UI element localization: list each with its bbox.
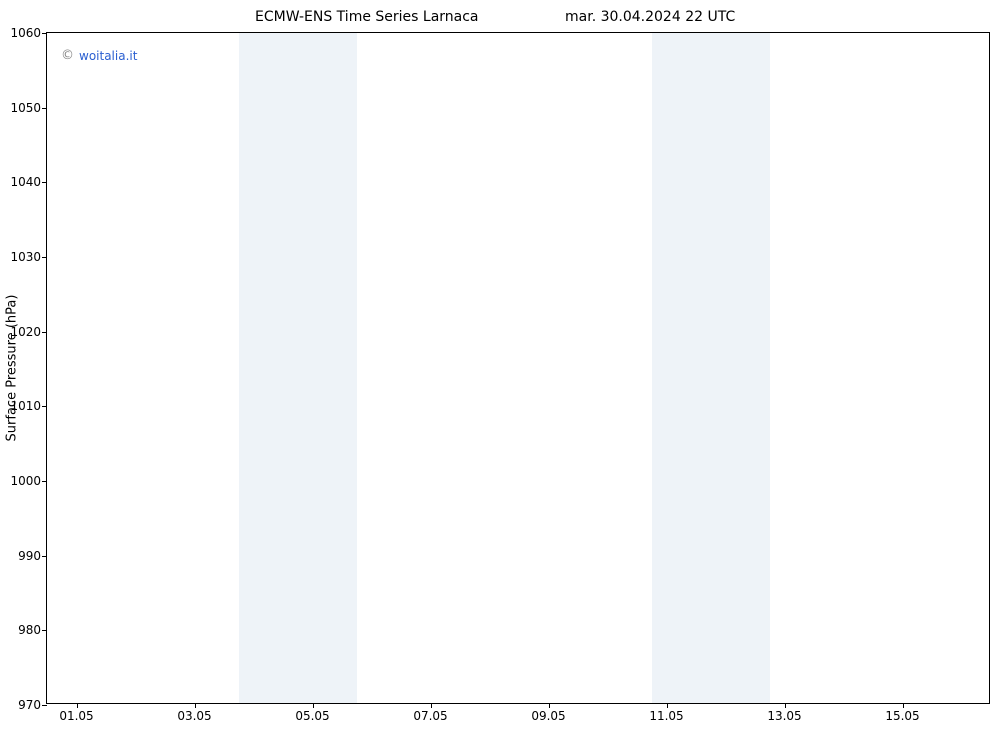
- watermark-text: woitalia.it: [79, 49, 137, 63]
- weekend-band: [239, 33, 357, 703]
- y-tick-mark: [42, 332, 47, 333]
- x-tick-mark: [77, 703, 78, 708]
- plot-area: © woitalia.it 97098099010001010102010301…: [46, 32, 990, 704]
- copyright-icon: ©: [61, 48, 74, 63]
- x-tick-mark: [431, 703, 432, 708]
- x-tick-mark: [785, 703, 786, 708]
- y-tick-mark: [42, 33, 47, 34]
- y-tick-mark: [42, 108, 47, 109]
- y-tick-mark: [42, 406, 47, 407]
- y-axis-label: Surface Pressure (hPa): [5, 295, 20, 442]
- chart-title-left: ECMW-ENS Time Series Larnaca: [255, 9, 479, 25]
- x-tick-mark: [549, 703, 550, 708]
- x-tick-mark: [195, 703, 196, 708]
- y-tick-mark: [42, 481, 47, 482]
- y-tick-mark: [42, 630, 47, 631]
- x-tick-mark: [667, 703, 668, 708]
- watermark: © woitalia.it: [61, 48, 137, 63]
- x-tick-mark: [313, 703, 314, 708]
- y-tick-mark: [42, 556, 47, 557]
- chart-title-right: mar. 30.04.2024 22 UTC: [565, 9, 735, 25]
- y-tick-mark: [42, 705, 47, 706]
- x-tick-mark: [903, 703, 904, 708]
- y-tick-mark: [42, 182, 47, 183]
- chart-container: ECMW-ENS Time Series Larnaca mar. 30.04.…: [0, 0, 1000, 733]
- weekend-band: [652, 33, 770, 703]
- y-tick-mark: [42, 257, 47, 258]
